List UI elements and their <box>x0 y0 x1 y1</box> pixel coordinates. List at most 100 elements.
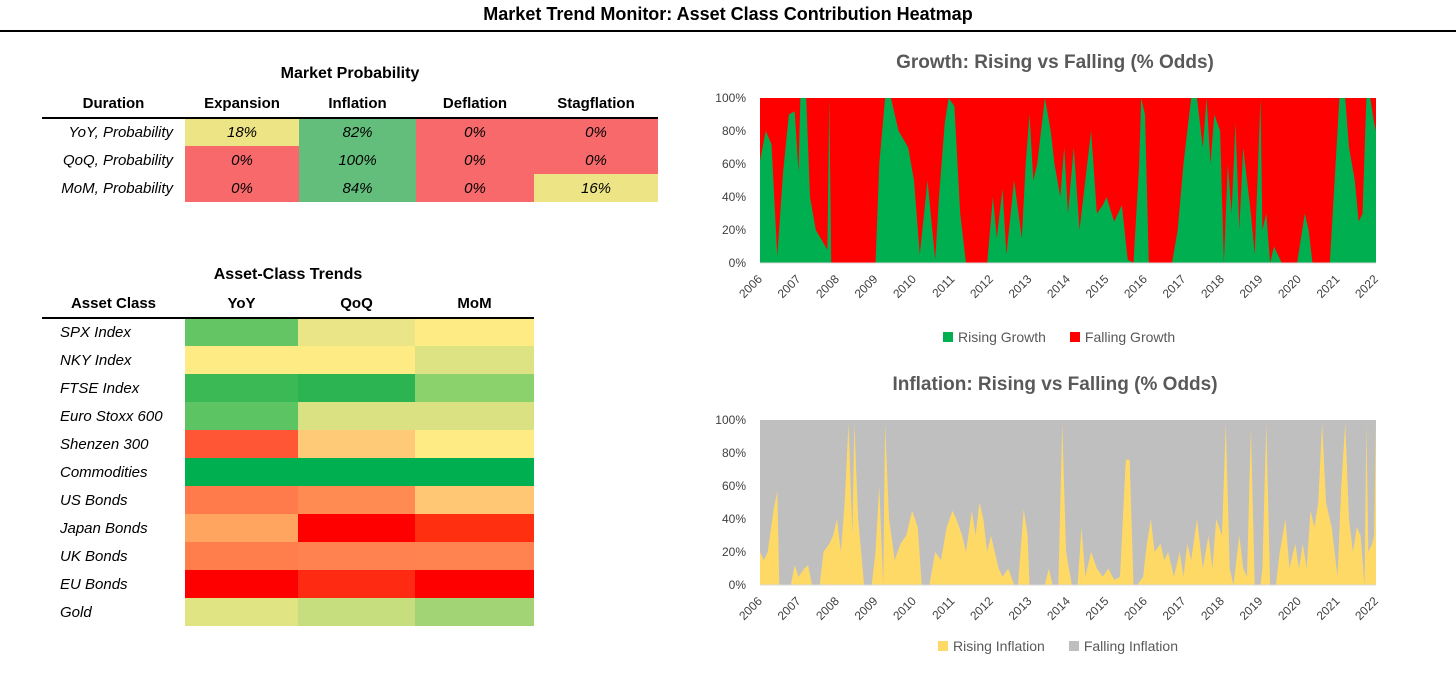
trend-row-label: SPX Index <box>60 324 131 341</box>
inflation-x-tick-label: 2016 <box>1121 594 1150 623</box>
header-duration: Duration <box>42 90 185 119</box>
inflation-x-tick-label: 2011 <box>929 594 957 622</box>
probability-header-row: Duration Expansion Inflation Deflation S… <box>42 90 658 119</box>
inflation-y-tick-label: 80% <box>722 446 746 460</box>
inflation-x-tick-label: 2018 <box>1198 594 1227 623</box>
probability-table-title: Market Probability <box>280 65 420 82</box>
growth-x-tick-label: 2010 <box>890 272 919 301</box>
trends-table-title: Asset-Class Trends <box>213 266 363 283</box>
inflation-chart-title: Inflation: Rising vs Falling (% Odds) <box>892 374 1218 395</box>
trend-cell-mom <box>415 542 534 570</box>
inflation-y-tick-label: 60% <box>722 479 746 493</box>
trend-row-japan-bonds: Japan Bonds <box>42 514 534 542</box>
trend-cell-mom <box>415 318 534 346</box>
header-inflation: Inflation <box>299 90 416 119</box>
trend-cell-qoq <box>298 458 415 486</box>
growth-x-tick-label: 2016 <box>1121 272 1150 301</box>
trend-row-euro-stoxx-600: Euro Stoxx 600 <box>42 402 534 430</box>
header-mom: MoM <box>415 290 534 319</box>
trends-header-row: Asset Class YoY QoQ MoM <box>42 290 534 319</box>
growth-x-tick-label: 2015 <box>1083 272 1112 301</box>
trend-row-label: Shenzen 300 <box>60 435 149 453</box>
growth-legend: Rising Growth Falling Growth <box>943 329 1175 345</box>
title-divider <box>0 30 1456 32</box>
trend-row-label: FTSE Index <box>60 379 140 397</box>
trend-row-ftse-index: FTSE Index <box>42 374 534 402</box>
legend-rising-inflation: Rising Inflation <box>938 638 1045 654</box>
trend-row-label: Commodities <box>60 463 148 481</box>
growth-chart: 0% 20% 40% 60% 80% 100% 2006 2007 2008 2009 2010 20… <box>715 91 1381 301</box>
growth-x-tick-label: 2007 <box>775 272 804 301</box>
probability-cell-stagflation: 0% <box>534 118 658 146</box>
trend-cell-yoy <box>185 514 298 542</box>
legend-swatch-rising-growth <box>943 332 953 342</box>
trend-cell-qoq <box>298 514 415 542</box>
growth-x-tick-label: 2017 <box>1160 272 1189 301</box>
trend-row-us-bonds: US Bonds <box>42 486 534 514</box>
probability-cell-deflation: 0% <box>416 118 534 146</box>
inflation-series-rising-inflation <box>760 423 1376 585</box>
inflation-x-tick-label: 2012 <box>967 594 996 623</box>
legend-rising-growth: Rising Growth <box>943 329 1046 345</box>
probability-cell-deflation: 0% <box>416 146 534 174</box>
growth-x-tick-label: 2012 <box>967 272 996 301</box>
trend-row-label: Japan Bonds <box>60 519 148 537</box>
trends-table: Asset Class YoY QoQ MoM SPX Index NKY Ind… <box>42 290 534 626</box>
trend-cell-yoy <box>185 374 298 402</box>
header-qoq: QoQ <box>298 290 415 319</box>
trend-row-label: US Bonds <box>60 491 128 509</box>
trend-row-spx-index: SPX Index <box>42 318 534 346</box>
trend-cell-qoq <box>298 374 415 402</box>
probability-cell-inflation: 100% <box>299 146 416 174</box>
growth-x-tick-label: 2022 <box>1352 272 1381 301</box>
trend-cell-yoy <box>185 402 298 430</box>
legend-label-falling-inflation: Falling Inflation <box>1083 638 1178 654</box>
trend-row-label: Euro Stoxx 600 <box>60 407 163 425</box>
trend-cell-mom <box>415 346 534 374</box>
trend-cell-qoq <box>298 430 415 458</box>
inflation-x-tick-label: 2019 <box>1237 594 1266 623</box>
probability-cell-expansion: 0% <box>185 174 299 202</box>
trend-cell-yoy <box>185 458 298 486</box>
inflation-x-tick-label: 2010 <box>890 594 919 623</box>
probability-row-label: QoQ, Probability <box>62 151 173 169</box>
growth-x-tick-label: 2011 <box>929 272 957 300</box>
trend-row-eu-bonds: EU Bonds <box>42 570 534 598</box>
trend-row-uk-bonds: UK Bonds <box>42 542 534 570</box>
legend-swatch-falling-growth <box>1069 332 1080 342</box>
trend-cell-qoq <box>298 346 415 374</box>
trend-row-label: Gold <box>60 603 92 621</box>
growth-x-tick-label: 2014 <box>1044 272 1073 301</box>
growth-x-tick-label: 2020 <box>1275 272 1304 301</box>
trend-cell-mom <box>415 486 534 514</box>
probability-row-label: YoY, Probability <box>68 124 173 141</box>
trend-cell-yoy <box>185 570 298 598</box>
legend-falling-inflation: Falling Inflation <box>1068 638 1178 654</box>
probability-cell-stagflation: 0% <box>534 146 658 174</box>
growth-y-tick-label: 40% <box>722 190 746 204</box>
legend-falling-growth: Falling Growth <box>1069 329 1176 345</box>
trend-cell-qoq <box>298 542 415 570</box>
inflation-y-tick-label: 0% <box>729 578 747 592</box>
trend-row-commodities: Commodities <box>42 458 534 486</box>
trend-cell-mom <box>415 570 534 598</box>
growth-y-tick-label: 20% <box>722 223 746 237</box>
trend-cell-yoy <box>185 486 298 514</box>
probability-row-qoq: QoQ, Probability 0% 100% 0% 0% <box>42 146 658 174</box>
legend-label-falling-growth: Falling Growth <box>1084 329 1176 345</box>
trend-row-label: UK Bonds <box>60 547 128 565</box>
growth-chart-title: Growth: Rising vs Falling (% Odds) <box>896 52 1214 73</box>
inflation-x-tick-label: 2014 <box>1044 594 1073 623</box>
probability-cell-inflation: 82% <box>299 118 416 146</box>
growth-x-tick-label: 2019 <box>1237 272 1266 301</box>
growth-x-tick-label: 2008 <box>813 272 842 301</box>
probability-cell-deflation: 0% <box>416 174 534 202</box>
inflation-y-tick-label: 40% <box>722 512 746 526</box>
probability-cell-expansion: 0% <box>185 146 299 174</box>
inflation-x-tick-label: 2021 <box>1314 594 1343 623</box>
trend-cell-qoq <box>298 318 415 346</box>
header-asset-class: Asset Class <box>42 290 185 319</box>
trend-cell-mom <box>415 598 534 626</box>
inflation-legend: Rising Inflation Falling Inflation <box>938 638 1178 654</box>
growth-x-tick-label: 2018 <box>1198 272 1227 301</box>
